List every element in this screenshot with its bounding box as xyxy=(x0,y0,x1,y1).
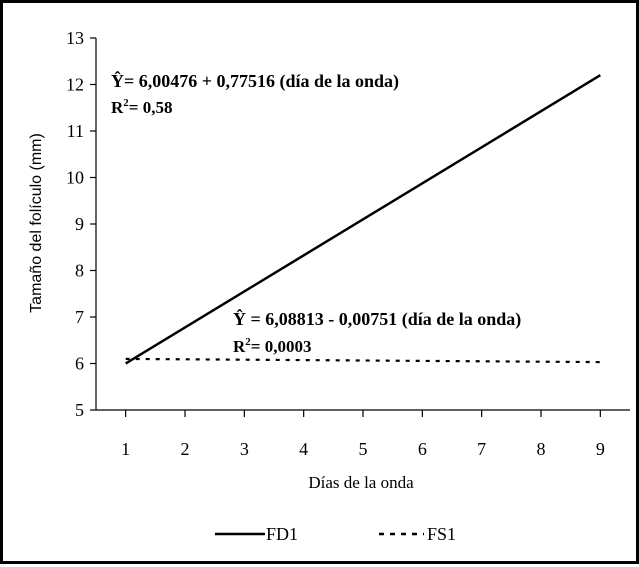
x-tick-label: 9 xyxy=(596,439,605,459)
fs1-equation: Ŷ = 6,08813 - 0,00751 (día de la onda) xyxy=(233,308,521,330)
x-axis-title: Días de la onda xyxy=(308,473,414,492)
x-axis-ticks: 1 2 3 4 5 6 7 8 9 xyxy=(121,410,605,459)
y-tick-label: 5 xyxy=(75,400,84,420)
x-tick-label: 6 xyxy=(418,439,427,459)
y-tick-label: 12 xyxy=(66,75,84,95)
fs1-r-label: R xyxy=(233,337,246,356)
x-tick-label: 1 xyxy=(121,439,130,459)
x-tick-label: 4 xyxy=(299,439,308,459)
x-tick-label: 2 xyxy=(181,439,190,459)
y-tick-label: 10 xyxy=(66,168,84,188)
x-tick-label: 7 xyxy=(477,439,486,459)
y-axis-title: Tamaño del folículo (mm) xyxy=(28,133,45,313)
legend: FD1 FS1 xyxy=(215,524,456,544)
y-tick-label: 6 xyxy=(75,354,84,374)
fs1-r-squared: R2= 0,0003 xyxy=(233,336,311,356)
fd1-r-label: R xyxy=(111,98,124,117)
fs1-r-superscript: 2 xyxy=(245,336,251,348)
x-tick-label: 3 xyxy=(240,439,249,459)
y-tick-label: 13 xyxy=(66,28,84,48)
y-axis-ticks: 5 6 7 8 9 10 11 12 13 xyxy=(66,28,96,420)
fd1-equation: Ŷ= 6,00476 + 0,77516 (día de la onda) xyxy=(111,70,399,92)
fd1-r-value: = 0,58 xyxy=(129,98,173,117)
series-fd1-line xyxy=(125,74,601,365)
x-tick-label: 8 xyxy=(537,439,546,459)
series-layer xyxy=(125,74,601,365)
y-tick-label: 8 xyxy=(75,261,84,281)
fs1-r-value: = 0,0003 xyxy=(251,337,312,356)
fd1-r-superscript: 2 xyxy=(123,97,129,109)
legend-fd1-label: FD1 xyxy=(266,524,298,544)
y-tick-label: 11 xyxy=(67,121,84,141)
legend-fs1-label: FS1 xyxy=(427,524,456,544)
y-tick-label: 9 xyxy=(75,214,84,234)
series-fs1-line xyxy=(125,357,601,364)
fd1-r-squared: R2= 0,58 xyxy=(111,97,172,117)
y-tick-label: 7 xyxy=(75,307,84,327)
x-tick-label: 5 xyxy=(359,439,368,459)
